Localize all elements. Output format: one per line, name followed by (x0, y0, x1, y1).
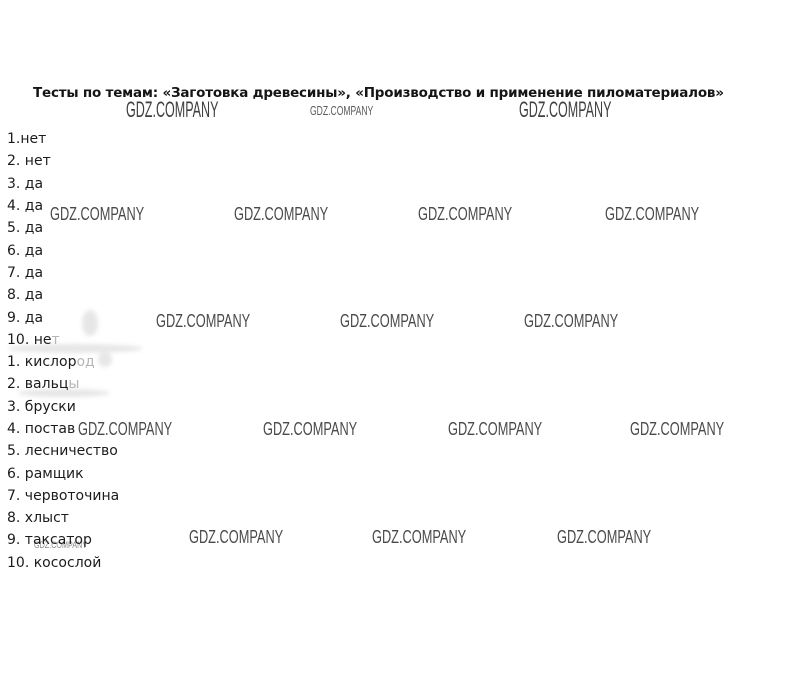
watermark: GDZ.COMPANY (418, 204, 513, 224)
answer-text: 4. да (7, 198, 44, 215)
watermark: GDZ.COMPANY (156, 311, 251, 331)
watermark: GDZ.COMPANY (605, 204, 700, 224)
answer-item: 10. косослой (7, 552, 119, 574)
smudge-artifact (8, 344, 143, 353)
watermark: GDZ.COMPANY (78, 419, 173, 439)
answer-faint-suffix: т (51, 331, 60, 348)
watermark: GDZ.COMPANY (310, 103, 374, 118)
answer-text: 9. да (7, 309, 44, 326)
answer-item: 8. хлыст (7, 507, 119, 529)
answer-item: 2. нет (7, 150, 119, 172)
watermark: GDZ.COMPANY (34, 540, 88, 550)
watermark: GDZ.COMPANY (524, 311, 619, 331)
answer-item: 2. вальц ы (7, 373, 119, 395)
watermark: GDZ.COMPANY (189, 527, 284, 547)
answer-item: 1. кислор од (7, 351, 119, 373)
answer-item: 3. да (7, 173, 119, 195)
answer-text: 8. хлыст (7, 510, 69, 527)
watermark: GDZ.COMPANY (126, 97, 219, 122)
answer-text: 4. постав (7, 421, 76, 437)
answer-text: 6. да (7, 242, 44, 259)
answer-item: 10. не т (7, 329, 119, 351)
watermark: GDZ.COMPANY (234, 204, 329, 224)
answer-text: 7. червоточина (7, 487, 120, 504)
watermark: GDZ.COMPANY (448, 419, 543, 439)
watermark: GDZ.COMPANY (557, 527, 652, 547)
answer-item: 3. бруски (7, 396, 119, 418)
answer-text: 1.нет (7, 131, 47, 148)
watermark: GDZ.COMPANY (372, 527, 467, 547)
answer-text: 3. да (7, 175, 44, 192)
answer-text: 5. да (7, 220, 44, 237)
answer-text: 3. бруски (7, 398, 76, 415)
answer-item: 8. да (7, 284, 119, 306)
watermark: GDZ.COMPANY (519, 97, 612, 122)
answer-item: 5. да (7, 217, 119, 239)
smudge-artifact (18, 389, 110, 397)
answer-item: 1.нет (7, 128, 119, 150)
answer-item: 9. таксатор (7, 529, 119, 551)
answer-text: 8. да (7, 287, 44, 304)
answer-item: 4. постав (7, 418, 119, 440)
answer-text: 10. не (7, 331, 52, 348)
answers-list: 1.нет 2. нет 3. да 4. да 5. да 6. да 7. … (7, 128, 119, 574)
answer-item: 7. да (7, 262, 119, 284)
watermark: GDZ.COMPANY (50, 204, 145, 224)
answer-text: 6. рамщик (7, 465, 84, 482)
answer-text: 5. лесничество (7, 443, 118, 460)
answer-text: 10. косослой (7, 554, 102, 571)
answer-faint-suffix: ы (68, 376, 80, 393)
watermark: GDZ.COMPANY (630, 419, 725, 439)
answer-faint-suffix: од (76, 354, 95, 371)
smudge-artifact (82, 310, 98, 336)
answer-text: 2. вальц (7, 376, 69, 393)
watermark: GDZ.COMPANY (340, 311, 435, 331)
answer-text: 7. да (7, 264, 44, 281)
answer-item: 6. да (7, 239, 119, 261)
answer-text: 9. таксатор (7, 532, 92, 549)
page-title: Тесты по темам: «Заготовка древесины», «… (33, 85, 724, 101)
smudge-artifact (98, 352, 112, 367)
watermark: GDZ.COMPANY (263, 419, 358, 439)
answer-item: 6. рамщик (7, 462, 119, 484)
answer-item: 5. лесничество (7, 440, 119, 462)
answer-item: 7. червоточина (7, 485, 119, 507)
answer-text: 1. кислор (7, 354, 77, 371)
answer-item: 9. да (7, 306, 119, 328)
answer-item: 4. да (7, 195, 119, 217)
answer-text: 2. нет (7, 153, 51, 170)
